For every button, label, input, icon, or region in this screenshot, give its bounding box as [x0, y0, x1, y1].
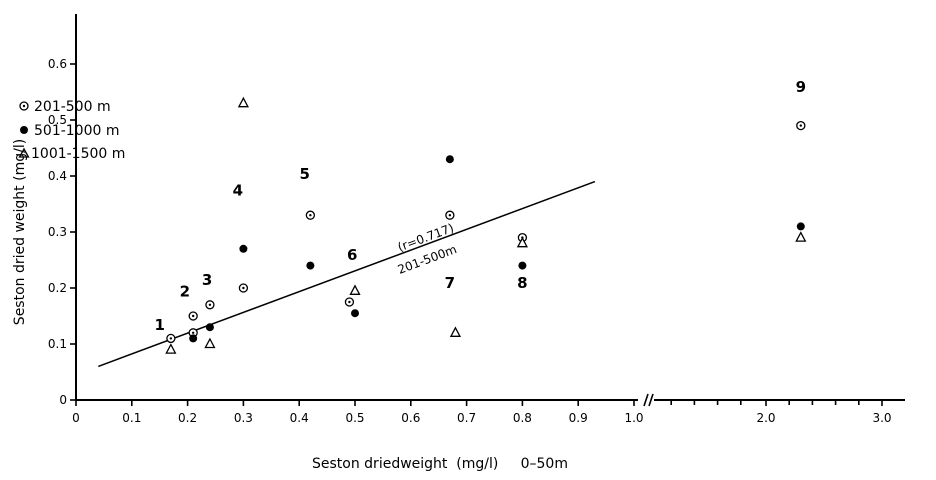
point-501-1000	[205, 323, 214, 332]
ticks: 0 0.1 0.2 0.3 0.4 0.5 0.6 0 0.1 0.2 0.3 0.4 0.5 0.6 0.…	[48, 57, 892, 425]
station-label: 4	[233, 182, 243, 200]
x-tick-label: 0.7	[457, 411, 476, 425]
station-label: 1	[154, 316, 164, 334]
station-label: 7	[445, 274, 455, 292]
legend-marker-triangle	[18, 147, 30, 158]
x-tick-label: 3.0	[872, 411, 891, 425]
point-dot	[191, 314, 195, 318]
y-axis-title: Seston dried weight (mg/l)	[12, 139, 28, 325]
station-labels: 123 4 5 6 7 8 9	[154, 78, 806, 334]
y-tick-label: 0.3	[48, 225, 67, 239]
x-tick-label: 2.0	[756, 411, 775, 425]
point-1001-1500	[516, 236, 528, 248]
x-tick-label: 0.2	[178, 411, 197, 425]
point-501-1000	[351, 309, 359, 318]
point-dot	[448, 214, 452, 217]
point-dot	[348, 300, 351, 304]
y-tick-label: 0.1	[48, 337, 67, 351]
point-501-1000	[796, 222, 805, 231]
x-axis-break-mark	[643, 393, 649, 407]
point-dot	[242, 286, 245, 290]
x-tick-label: 0.1	[122, 411, 141, 425]
point-dot	[208, 303, 212, 306]
station-label: 3	[202, 271, 212, 289]
point-201-500	[205, 300, 215, 310]
point-201-500	[344, 297, 355, 307]
station-label: 6	[347, 246, 357, 264]
x-tick-label: 0	[72, 411, 80, 425]
point-1001-1500	[204, 337, 216, 349]
legend-item-501-1000: 501-1000 m	[20, 123, 120, 139]
y-tick-label: 0.2	[48, 281, 67, 295]
legend-item-201-500: 201-500 m	[19, 99, 111, 115]
legend-marker-filled-circle	[20, 126, 28, 134]
point-501-1000	[518, 261, 527, 270]
legend-label-201-500: 201-500 m	[34, 99, 111, 115]
point-dot	[799, 124, 802, 127]
y-tick-label: 0.6	[48, 57, 67, 71]
point-201-500	[238, 283, 249, 293]
x-tick-label: 0.8	[513, 411, 532, 425]
legend-item-1001-1500: 1001-1500 m	[18, 146, 125, 162]
point-1001-1500	[449, 326, 462, 337]
x-tick-label: 1.0	[624, 411, 643, 425]
x-tick-label: 0.5	[345, 411, 364, 425]
station-label: 2	[180, 282, 190, 300]
x-axis-break-mark	[648, 393, 654, 407]
regression-line	[98, 180, 596, 368]
station-label: 8	[517, 274, 527, 292]
y-tick-label: 0	[59, 393, 67, 407]
point-501-1000	[445, 155, 454, 164]
point-1001-1500	[795, 231, 807, 242]
point-dot	[169, 337, 173, 340]
legend-label-1001-1500: 1001-1500 m	[31, 146, 125, 162]
point-1001-1500	[237, 96, 249, 108]
point-1001-1500	[165, 343, 177, 354]
point-201-500	[166, 333, 176, 344]
point-501-1000	[189, 334, 198, 343]
axes	[75, 14, 905, 407]
point-201-500	[445, 210, 455, 220]
x-tick-label: 0.3	[234, 411, 253, 425]
y-tick-label: 0.4	[48, 169, 67, 183]
point-1001-1500	[349, 284, 361, 295]
station-label: 5	[300, 165, 310, 183]
legend-marker-dot	[22, 104, 26, 108]
y-tick-label: 0.5	[48, 113, 67, 127]
x-tick-label: 0.6	[401, 411, 420, 425]
point-dot	[309, 214, 312, 217]
x-tick-label: 0.9	[569, 411, 588, 425]
point-dot	[191, 331, 195, 334]
x-tick-label: 0.4	[290, 411, 309, 425]
point-201-500	[796, 120, 806, 131]
data-points	[165, 96, 807, 354]
point-201-500	[188, 311, 198, 321]
point-501-1000	[306, 261, 315, 270]
station-label: 9	[796, 78, 806, 96]
legend: 201-500 m 501-1000 m 1001-1500 m	[18, 99, 125, 162]
point-201-500	[305, 210, 316, 220]
legend-label-501-1000: 501-1000 m	[34, 123, 120, 139]
x-axis-title: Seston driedweight (mg/l) 0–50m	[312, 456, 568, 472]
point-501-1000	[239, 244, 248, 253]
